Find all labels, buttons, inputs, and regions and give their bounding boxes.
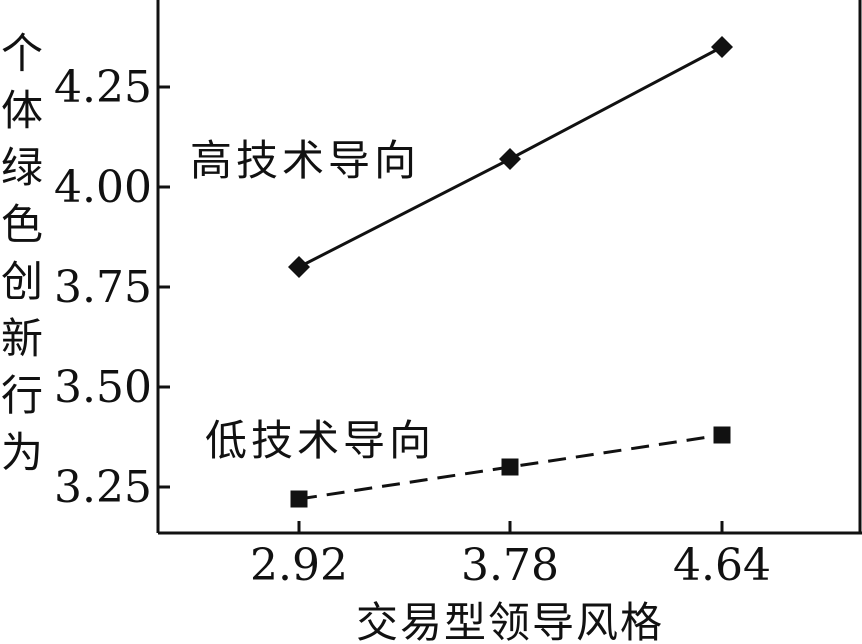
y-axis-title: 个体绿色创新行为 — [1, 29, 43, 477]
x-axis-ticks: 2.92 3.78 4.64 — [250, 521, 771, 591]
y-tick-label: 3.50 — [54, 362, 152, 413]
y-tick-label: 4.00 — [54, 162, 152, 213]
series-label-low: 低技术导向 — [205, 416, 435, 465]
x-tick-label: 4.64 — [673, 540, 771, 591]
data-point-square — [501, 458, 519, 476]
data-point-diamond — [711, 36, 733, 58]
data-point-square — [290, 490, 308, 508]
data-point-diamond — [288, 256, 310, 278]
data-point-diamond — [499, 148, 521, 170]
x-axis-title: 交易型领导风格 — [356, 598, 664, 644]
y-tick-label: 3.75 — [54, 262, 152, 313]
x-tick-label: 2.92 — [250, 540, 348, 591]
x-tick-label: 3.78 — [461, 540, 559, 591]
y-tick-label: 3.25 — [54, 462, 152, 513]
series-layer — [288, 36, 733, 508]
data-point-square — [713, 426, 731, 444]
series-label-high: 高技术导向 — [190, 136, 420, 185]
y-axis-ticks: 3.25 3.50 3.75 4.00 4.25 — [54, 62, 170, 513]
y-tick-label: 4.25 — [54, 62, 152, 113]
